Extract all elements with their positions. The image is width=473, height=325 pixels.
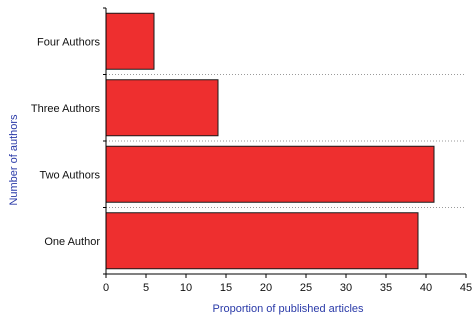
x-tick-label: 30 — [340, 282, 352, 294]
x-tick-label: 25 — [300, 282, 312, 294]
y-tick-label: Three Authors — [31, 103, 101, 115]
grid-layer — [106, 74, 466, 208]
bars-layer — [105, 12, 435, 270]
x-tick-label: 40 — [420, 282, 432, 294]
bar-three-authors — [105, 79, 219, 137]
y-tick-label: Two Authors — [39, 169, 100, 181]
x-axis-title: Proportion of published articles — [212, 303, 364, 315]
bar-one-author — [105, 212, 419, 270]
x-tick-label: 5 — [143, 282, 149, 294]
y-tick-label: Four Authors — [37, 36, 100, 48]
y-tick-label: One Author — [44, 236, 100, 248]
x-tick-label: 0 — [103, 282, 109, 294]
labels-layer: One Author Two Authors Three Authors Four A… — [31, 7, 472, 294]
x-tick-label: 20 — [260, 282, 272, 294]
y-axis-title: Number of authors — [8, 114, 20, 206]
x-tick-label: 10 — [180, 282, 192, 294]
bar-four-authors — [105, 12, 155, 70]
bar-two-authors — [105, 145, 435, 203]
x-tick-label: 35 — [380, 282, 392, 294]
x-tick-label: 45 — [460, 282, 472, 294]
x-tick-label: 15 — [220, 282, 232, 294]
